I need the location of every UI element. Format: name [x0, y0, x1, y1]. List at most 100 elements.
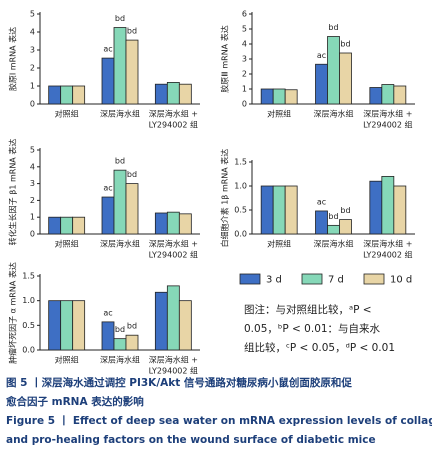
bar-annotation: ac — [317, 51, 326, 60]
bar — [315, 210, 328, 235]
bar — [154, 291, 168, 351]
bar — [101, 321, 115, 351]
x-tick-label: 深层海水组 — [314, 109, 354, 119]
bar — [272, 185, 286, 235]
y-tick-label: 1.5 — [22, 272, 35, 281]
bar — [125, 334, 139, 351]
bar — [48, 216, 62, 235]
note-line: 组比较，ᶜP < 0.05，ᵈP < 0.01 — [244, 341, 395, 354]
y-axis-label: 胶原Ⅰ mRNA 表达 — [8, 27, 18, 91]
bar-annotation: bd — [115, 325, 125, 334]
y-tick-label: 0.5 — [22, 321, 35, 330]
y-tick-label: 1 — [30, 82, 35, 91]
bar — [48, 300, 62, 351]
bar — [393, 85, 407, 105]
y-tick-label: 3 — [242, 55, 247, 64]
bar — [60, 85, 74, 105]
bar — [101, 196, 115, 235]
y-tick-label: 2 — [30, 196, 35, 205]
bar — [166, 285, 180, 351]
bar — [381, 84, 395, 105]
bar — [101, 57, 115, 105]
x-tick-label: LY294002 组 — [149, 366, 198, 376]
y-tick-label: 1.0 — [22, 296, 35, 305]
bar-annotation: bd — [127, 27, 137, 36]
x-tick-label: 深层海水组 + — [149, 109, 198, 119]
bar — [125, 39, 139, 105]
bar-annotation: bd — [340, 206, 350, 215]
bar — [339, 52, 352, 105]
y-tick-label: 1.0 — [234, 182, 247, 191]
bar-annotation: bd — [328, 212, 338, 221]
bar-annotation: ac — [317, 197, 326, 206]
y-tick-label: 1 — [242, 85, 247, 94]
bar — [178, 83, 192, 105]
bar-annotation: bd — [115, 157, 125, 166]
bar-annotation: bd — [115, 14, 125, 23]
bar-annotation: ac — [103, 308, 112, 317]
y-tick-label: 5 — [30, 146, 35, 155]
y-tick-label: 1 — [30, 213, 35, 222]
y-axis-label: 肿瘤坏死因子 α mRNA 表达 — [8, 262, 18, 364]
bar — [125, 183, 139, 235]
x-tick-label: 深层海水组 — [100, 239, 140, 249]
x-tick-label: 深层海水组 — [314, 239, 354, 249]
bar — [369, 180, 383, 235]
bar — [369, 87, 383, 105]
y-tick-label: 2 — [242, 70, 247, 79]
legend-swatch — [363, 273, 385, 285]
y-tick-label: 0.5 — [234, 206, 247, 215]
bar — [381, 175, 395, 235]
y-tick-label: 0.0 — [22, 346, 35, 355]
y-tick-label: 4 — [242, 40, 247, 49]
bar — [339, 219, 352, 235]
bar — [113, 27, 127, 105]
y-tick-label: 0 — [242, 100, 247, 109]
x-tick-label: 对照组 — [55, 239, 79, 249]
y-axis-label: 转化生长因子 β1 mRNA 表达 — [8, 139, 18, 246]
note-line: 图注：与对照组比较，ᵃP < — [244, 303, 372, 316]
bar — [272, 88, 286, 105]
x-tick-label: LY294002 组 — [363, 250, 412, 260]
bar — [113, 169, 127, 235]
y-axis-label: 白细胞介素 1β mRNA 表达 — [220, 149, 230, 248]
y-tick-label: 3 — [30, 179, 35, 188]
x-tick-label: 深层海水组 + — [149, 239, 198, 249]
bar — [178, 213, 192, 235]
caption-line: Figure 5 丨 Effect of deep sea water on m… — [6, 415, 432, 427]
y-tick-label: 0 — [30, 100, 35, 109]
bar — [178, 300, 192, 351]
x-tick-label: LY294002 组 — [363, 120, 412, 130]
legend-label: 3 d — [266, 275, 282, 286]
y-tick-label: 0 — [30, 230, 35, 239]
x-tick-label: 深层海水组 — [100, 109, 140, 119]
bar — [72, 85, 86, 105]
bar — [166, 211, 180, 235]
bar-annotation: ac — [103, 184, 112, 193]
legend-swatch — [239, 273, 261, 285]
y-tick-label: 1.5 — [234, 158, 247, 167]
bar — [154, 83, 168, 105]
y-tick-label: 5 — [242, 25, 247, 34]
bar — [260, 88, 274, 105]
bar — [113, 338, 127, 351]
legend-label: 10 d — [390, 275, 412, 286]
bar — [48, 85, 62, 105]
x-tick-label: 深层海水组 + — [363, 109, 412, 119]
y-tick-label: 2 — [30, 64, 35, 73]
x-tick-label: 对照组 — [267, 239, 291, 249]
bar-annotation: bd — [328, 23, 338, 32]
bar — [315, 63, 328, 105]
bar-annotation: bd — [340, 40, 350, 49]
bar — [284, 185, 298, 235]
legend-swatch — [301, 273, 323, 285]
bar-annotation: bd — [127, 170, 137, 179]
y-tick-label: 4 — [30, 162, 35, 171]
bar — [260, 185, 274, 235]
bar — [327, 36, 340, 105]
caption-line: 愈合因子 mRNA 表达的影响 — [5, 395, 144, 408]
caption-line: 图 5 丨深层海水通过调控 PI3K/Akt 信号通路对糖尿病小鼠创面胶原和促 — [6, 376, 352, 389]
x-tick-label: 深层海水组 + — [363, 239, 412, 249]
bar — [72, 216, 86, 235]
